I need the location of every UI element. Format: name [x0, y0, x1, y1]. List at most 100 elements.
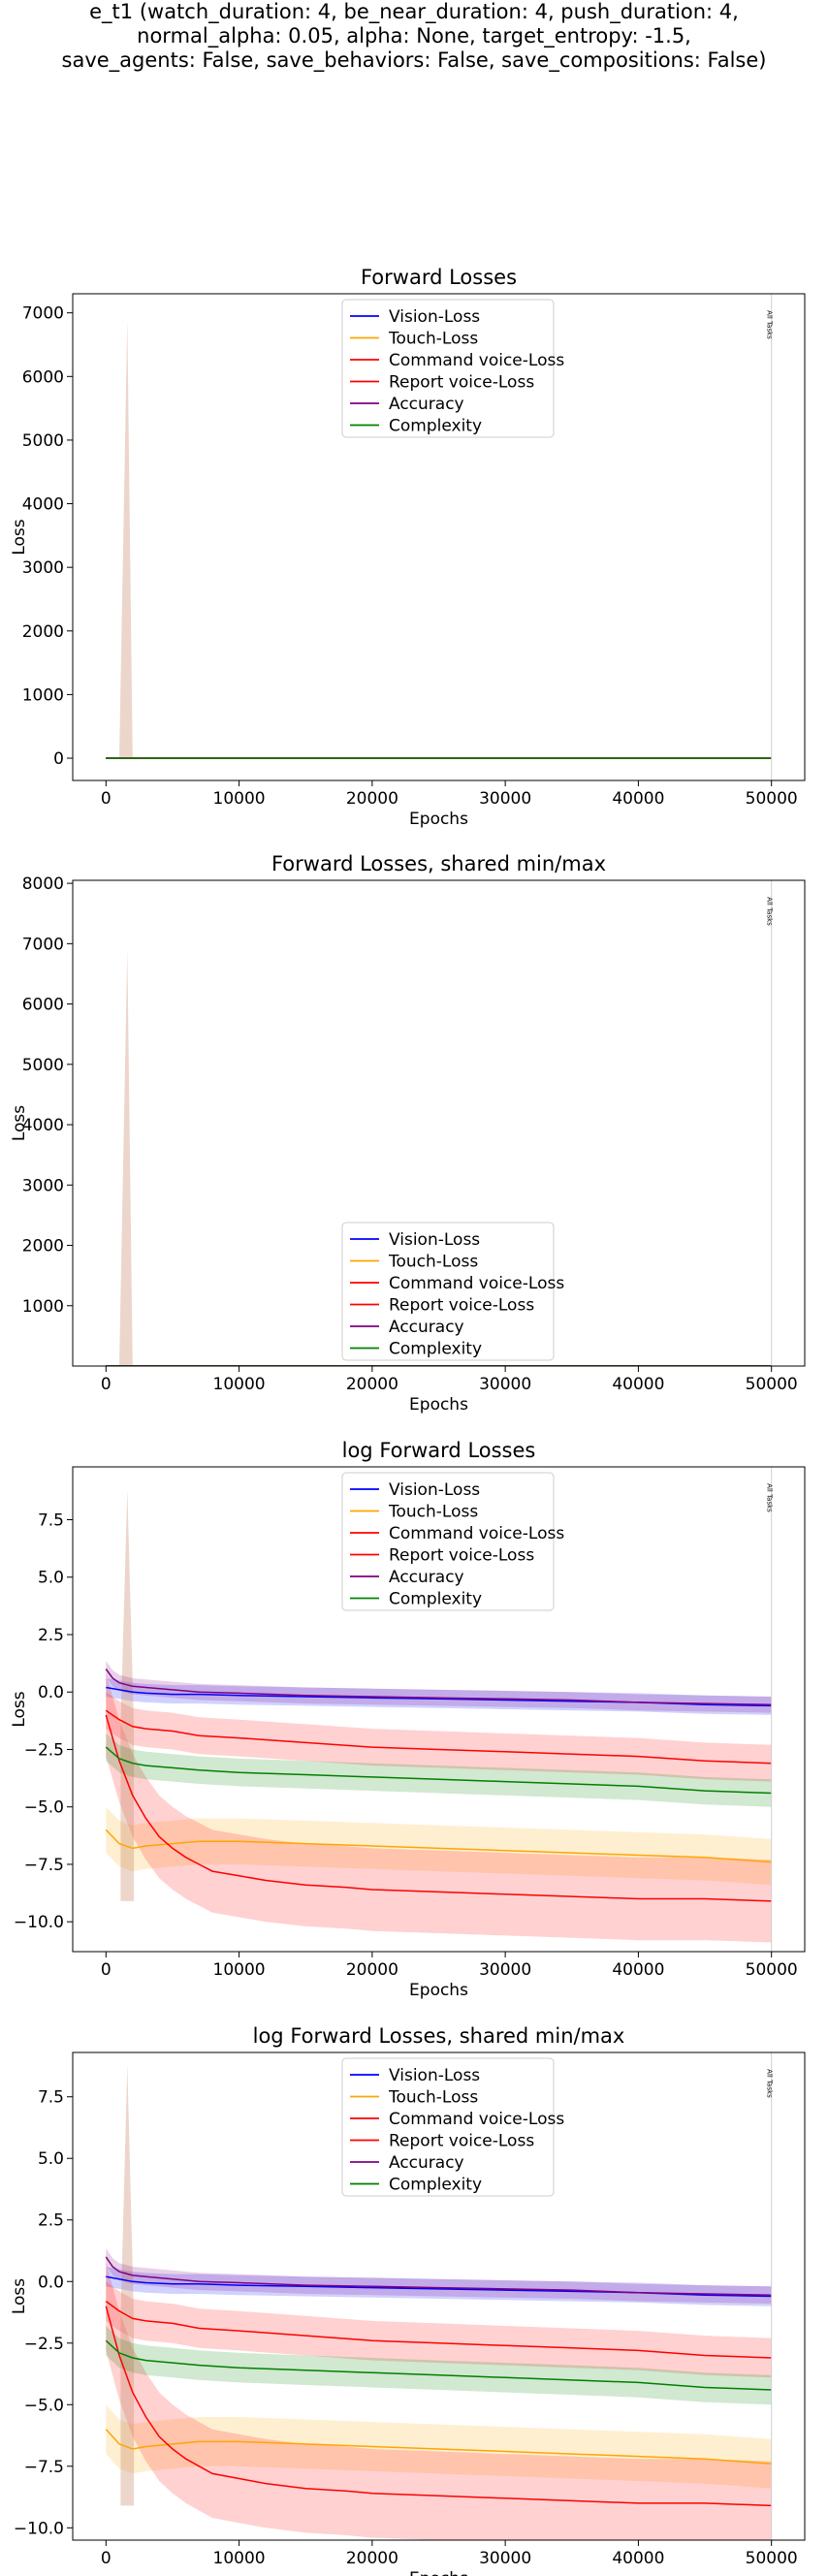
y-tick-label: 5000 — [22, 431, 64, 451]
x-tick-label: 50000 — [746, 789, 798, 809]
legend-label: Report voice-Loss — [389, 1296, 534, 1316]
plot-area — [106, 319, 772, 759]
x-tick-label: 30000 — [479, 1960, 531, 1980]
x-tick-label: 20000 — [346, 1375, 398, 1394]
x-tick-label: 50000 — [746, 1960, 798, 1980]
series-line — [105, 1714, 772, 1902]
axes-frame — [72, 293, 806, 781]
x-tick-label: 10000 — [213, 2549, 266, 2568]
y-tick-label: −10.0 — [14, 2519, 64, 2538]
chart-title: log Forward Losses, shared min/max — [253, 2024, 625, 2048]
figure-title-line: e_t1 (watch_duration: 4, be_near_duratio… — [89, 0, 739, 23]
legend-label: Vision-Loss — [389, 1230, 480, 1250]
legend-box — [341, 1472, 555, 1611]
series-band — [106, 1661, 772, 1713]
legend-label: Vision-Loss — [389, 1480, 480, 1500]
figure-title-line: normal_alpha: 0.05, alpha: None, target_… — [137, 24, 691, 48]
y-tick-label: 2000 — [22, 622, 64, 642]
chart-title: Forward Losses, shared min/max — [271, 852, 606, 875]
legend-label: Accuracy — [389, 2153, 464, 2173]
task-marker-label: All Tasks — [766, 897, 774, 926]
y-tick-label: −5.0 — [24, 1798, 64, 1818]
spike-band — [119, 319, 133, 758]
series-line — [105, 1669, 772, 1706]
series-band — [106, 1692, 772, 1782]
y-tick-label: 5.0 — [38, 2149, 64, 2169]
spike-band — [120, 1489, 135, 1901]
y-tick-label: 4000 — [22, 495, 64, 515]
x-tick-label: 0 — [101, 1375, 111, 1394]
y-axis-label: Loss — [10, 1105, 29, 1141]
plot-area — [105, 2064, 772, 2540]
legend-label: Vision-Loss — [389, 307, 480, 327]
chart-panel-2: Forward Losses, shared min/max All Tasks 0… — [10, 852, 806, 1415]
series-band — [106, 2326, 772, 2405]
legend: Vision-Loss Touch-Loss Command voice-Loss R… — [341, 299, 564, 438]
series-line — [105, 1746, 772, 1795]
x-tick-label: 40000 — [612, 1375, 664, 1394]
legend-label: Accuracy — [389, 1568, 464, 1587]
series-band — [106, 2404, 772, 2489]
task-marker-label: All Tasks — [766, 1483, 774, 1512]
x-tick-label: 0 — [101, 1960, 111, 1980]
y-tick-label: −5.0 — [24, 2396, 64, 2415]
series-band — [106, 1673, 772, 1943]
legend: Vision-Loss Touch-Loss Command voice-Loss R… — [341, 1472, 564, 1611]
y-tick-label: 1000 — [22, 1297, 64, 1317]
figure-title-line: save_agents: False, save_behaviors: Fals… — [61, 48, 767, 72]
legend-box — [341, 1222, 555, 1361]
task-marker-label: All Tasks — [766, 310, 774, 339]
x-axis-label: Epochs — [409, 1395, 468, 1415]
series-line — [105, 1709, 772, 1765]
y-axis-label: Loss — [10, 1691, 29, 1727]
legend: Vision-Loss Touch-Loss Command voice-Loss R… — [341, 1222, 564, 1361]
series-line — [105, 2339, 772, 2391]
y-tick-label: 4000 — [22, 1116, 64, 1135]
x-tick-label: 20000 — [346, 2549, 398, 2568]
axes-frame — [72, 1466, 806, 1953]
figure-title: e_t1 (watch_duration: 4, be_near_duratio… — [0, 0, 828, 73]
legend-label: Accuracy — [389, 395, 464, 414]
series-line — [105, 1829, 772, 1863]
y-tick-label: −2.5 — [24, 2335, 64, 2354]
legend-label: Vision-Loss — [389, 2066, 480, 2085]
chart-title: Forward Losses — [361, 266, 517, 289]
legend: Vision-Loss Touch-Loss Command voice-Loss R… — [341, 2057, 564, 2197]
series-band — [106, 2248, 772, 2305]
y-tick-label: 2000 — [22, 1237, 64, 1256]
x-tick-label: 40000 — [612, 1960, 664, 1980]
x-tick-label: 50000 — [746, 1375, 798, 1394]
task-marker-label: All Tasks — [766, 2069, 774, 2098]
legend-box — [341, 2057, 555, 2197]
series-band — [106, 2261, 772, 2540]
chart-title: log Forward Losses — [342, 1439, 536, 1462]
axes-frame — [72, 2051, 806, 2541]
series-band — [106, 1678, 772, 1715]
y-tick-label: 0.0 — [38, 2273, 64, 2292]
x-tick-label: 0 — [101, 2549, 111, 2568]
legend-label: Accuracy — [389, 1318, 464, 1337]
x-tick-label: 40000 — [612, 2549, 664, 2568]
x-tick-label: 30000 — [479, 2549, 531, 2568]
x-tick-label: 30000 — [479, 1375, 531, 1394]
y-tick-label: 5000 — [22, 1056, 64, 1075]
legend-label: Complexity — [389, 2176, 482, 2195]
y-tick-label: 7000 — [22, 304, 64, 324]
legend-label: Command voice-Loss — [389, 1524, 564, 1543]
y-tick-label: 3000 — [22, 1176, 64, 1195]
y-tick-label: 8000 — [22, 875, 64, 894]
x-tick-label: 50000 — [746, 2549, 798, 2568]
y-tick-label: 3000 — [22, 558, 64, 578]
legend-label: Complexity — [389, 1340, 482, 1359]
series-line — [105, 2306, 772, 2507]
legend-label: Report voice-Loss — [389, 1546, 534, 1566]
chart-panel-3: log Forward Losses All Tasks 0 10000 20000 30… — [10, 1439, 806, 2000]
legend-label: Command voice-Loss — [389, 351, 564, 370]
x-tick-label: 30000 — [479, 789, 531, 809]
legend-label: Touch-Loss — [388, 1253, 478, 1272]
y-tick-label: 0.0 — [38, 1683, 64, 1702]
x-tick-label: 10000 — [213, 789, 266, 809]
legend-label: Command voice-Loss — [389, 2110, 564, 2129]
